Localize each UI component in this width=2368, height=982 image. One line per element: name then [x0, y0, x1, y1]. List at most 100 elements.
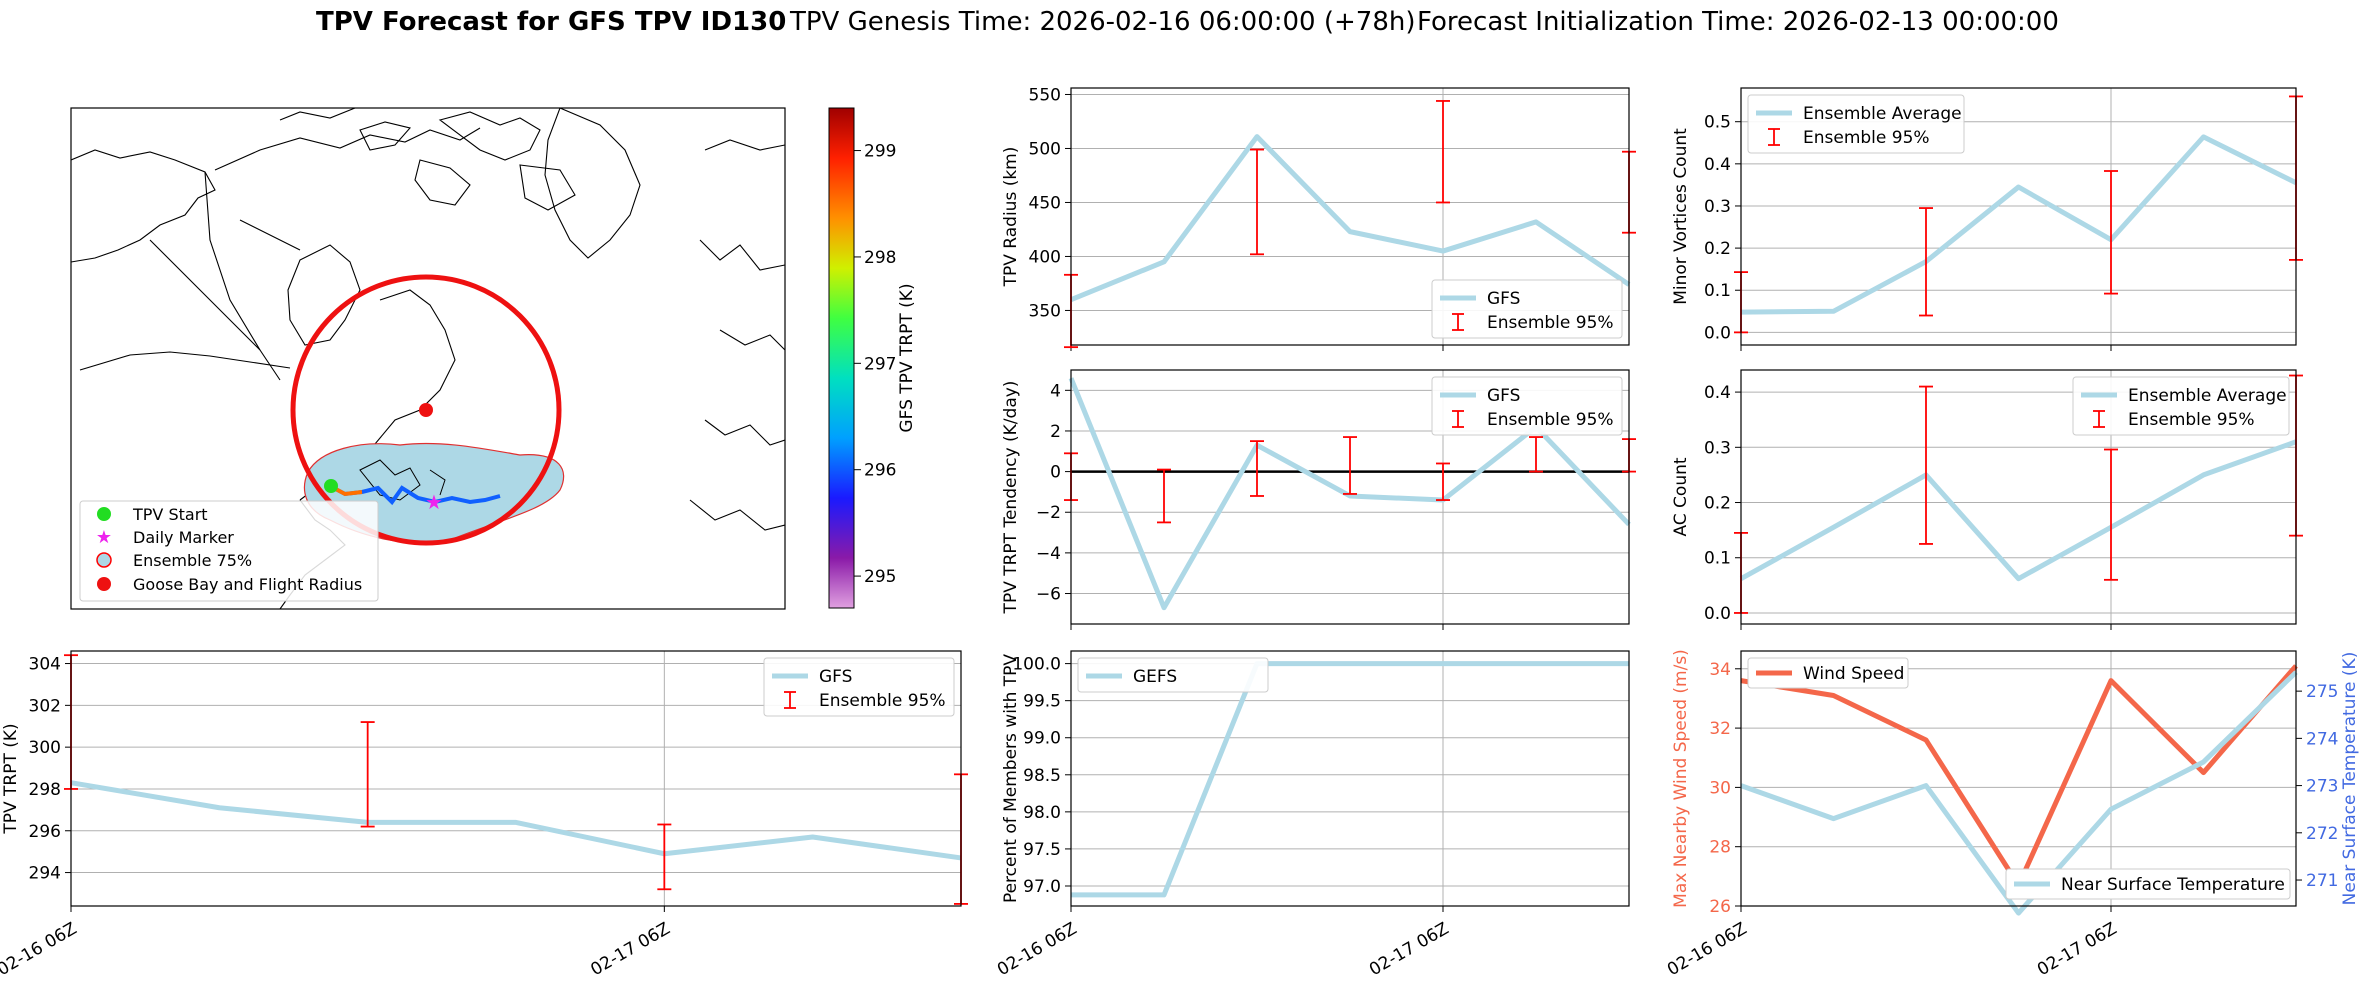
y-tick-label: 100.0 [1012, 655, 1061, 675]
y-tick-label: 26 [1709, 897, 1731, 917]
coastline-greenland [544, 108, 641, 259]
y-tick-label: 97.0 [1023, 877, 1061, 897]
y-right-tick-label: 275 [2306, 682, 2338, 702]
y-tick-label: 296 [29, 822, 61, 842]
y-tick-label: 2 [1050, 422, 1061, 442]
y-tick-label: 0.4 [1704, 383, 1731, 403]
legend: Wind Speed Near Surface Temperature [1747, 657, 2291, 900]
series-line [1071, 661, 1629, 898]
plot-frame [1070, 650, 1630, 907]
title-bold: TPV Forecast for GFS TPV ID130 [316, 7, 786, 37]
y-tick-label: 300 [29, 738, 61, 758]
colorbar-tick-label: 298 [864, 248, 896, 268]
y-tick-label: 99.0 [1023, 729, 1061, 749]
y-tick-label: 28 [1709, 838, 1731, 858]
legend: GFS Ensemble 95% [1431, 279, 1623, 339]
y-right-tick-label: 273 [2306, 777, 2338, 797]
plot-frame [1070, 369, 1630, 625]
legend-box [2072, 376, 2290, 436]
init-time: Forecast Initialization Time: 2026-02-13… [1417, 7, 2059, 37]
colorbar-ticks: 299 298 297 296 295 [854, 142, 896, 587]
y-tick-label: 0.3 [1704, 197, 1731, 217]
legend-ensemble-icon [96, 552, 112, 568]
map-legend: TPV Start ★ Daily Marker Ensemble 75% Go… [79, 500, 379, 602]
x-tick-label: 02-16 06Z [994, 919, 1080, 980]
colorbar-label: GFS TPV TRPT (K) [897, 283, 917, 432]
coastline-arctic [214, 127, 481, 171]
series-line [1740, 670, 2298, 916]
chart-minor: 0.0 0.1 0.2 0.3 0.4 0.5 Minor Vortices Count En… [1671, 87, 2303, 351]
series-line [1740, 134, 2298, 315]
y-tick-label: 4 [1050, 381, 1061, 401]
y-tick-label: 350 [1029, 301, 1061, 321]
y-tick-label: 97.5 [1023, 840, 1061, 860]
legend: GFS Ensemble 95% [1431, 376, 1623, 436]
colorbar [828, 107, 855, 609]
colorbar-tick-label: 299 [864, 142, 896, 162]
legend-box [1431, 279, 1623, 339]
y-tick-label: 98.5 [1023, 766, 1061, 786]
y-tick-label: 0.1 [1704, 549, 1731, 569]
series-line [1739, 439, 2297, 582]
y-tick-label: −4 [1036, 544, 1061, 564]
chart-trpt: 294 296 298 300 302 304 TPV TRPT (K) 02-16 06Z 0… [0, 650, 968, 980]
plot-frame [1740, 650, 2297, 907]
legend-goose-icon [97, 577, 111, 591]
legend-box [763, 657, 955, 717]
y-right-axis-label: Near Surface Temperature (K) [2340, 652, 2360, 906]
tpv-start-marker [324, 479, 338, 493]
y-right-tick-label: 271 [2306, 871, 2338, 891]
y-axis-label: Percent of Members with TPV [1001, 654, 1021, 903]
legend-daily-label: Daily Marker [133, 528, 234, 547]
legend-label: GFS [1487, 289, 1520, 309]
y-tick-label: 550 [1029, 85, 1061, 105]
y-tick-label: 98.0 [1023, 803, 1061, 823]
y-tick-label: 0.5 [1704, 113, 1731, 133]
legend-label: Ensemble 95% [1803, 128, 1930, 148]
y-tick-label: 294 [29, 864, 61, 884]
y-tick-label: −2 [1036, 503, 1061, 523]
legend-label: Ensemble Average [1803, 104, 1962, 124]
legend-box [1747, 94, 1965, 154]
x-tick-label: 02-17 06Z [2034, 919, 2120, 980]
plot-area [1741, 651, 2296, 906]
y-axis-label: Max Nearby Wind Speed (m/s) [1671, 649, 1691, 908]
legend-goose-label: Goose Bay and Flight Radius [133, 575, 362, 594]
legend-label: Ensemble 95% [1487, 410, 1614, 430]
y-tick-label: 32 [1709, 719, 1731, 739]
y-axis-label: TPV TRPT (K) [1, 723, 21, 834]
y-tick-label: 34 [1709, 660, 1731, 680]
y-tick-label: −6 [1036, 585, 1061, 605]
legend-ensemble-label: Ensemble 75% [133, 551, 252, 570]
y-axis-label: AC Count [1671, 457, 1691, 536]
y-tick-label: 400 [1029, 247, 1061, 267]
y-tick-label: 99.5 [1023, 692, 1061, 712]
coastline-europe [689, 139, 785, 531]
legend-label: Ensemble 95% [1487, 313, 1614, 333]
legend-box [2005, 868, 2291, 900]
legend-label: GFS [819, 667, 852, 687]
plot-frame [70, 650, 962, 907]
y-axis-label: TPV TRPT Tendency (K/day) [1001, 381, 1021, 615]
y-tick-label: 0.2 [1704, 239, 1731, 259]
colorbar-tick-label: 296 [864, 461, 896, 481]
coastline-hudson-bay [287, 244, 361, 346]
legend-label: Near Surface Temperature [2061, 875, 2285, 895]
y-tick-label: 302 [29, 696, 61, 716]
y-tick-label: 0.0 [1704, 604, 1731, 624]
series-line [1070, 134, 1631, 302]
y-tick-label: 0.1 [1704, 281, 1731, 301]
y-right-tick-label: 272 [2306, 824, 2338, 844]
legend-box [1747, 657, 1909, 689]
border-yukon [204, 171, 281, 381]
coastline-canadian-archipelago [279, 108, 576, 211]
series-line [70, 780, 962, 861]
y-tick-label: 298 [29, 780, 61, 800]
y-tick-label: 0.3 [1704, 438, 1731, 458]
y-tick-label: 450 [1029, 193, 1061, 213]
colorbar-tick-label: 295 [864, 567, 896, 587]
chart-wind_temp: 26 28 30 32 34 Max Nearby Wind Speed (m/s) 271… [1664, 649, 2360, 980]
legend-box [1077, 657, 1269, 693]
